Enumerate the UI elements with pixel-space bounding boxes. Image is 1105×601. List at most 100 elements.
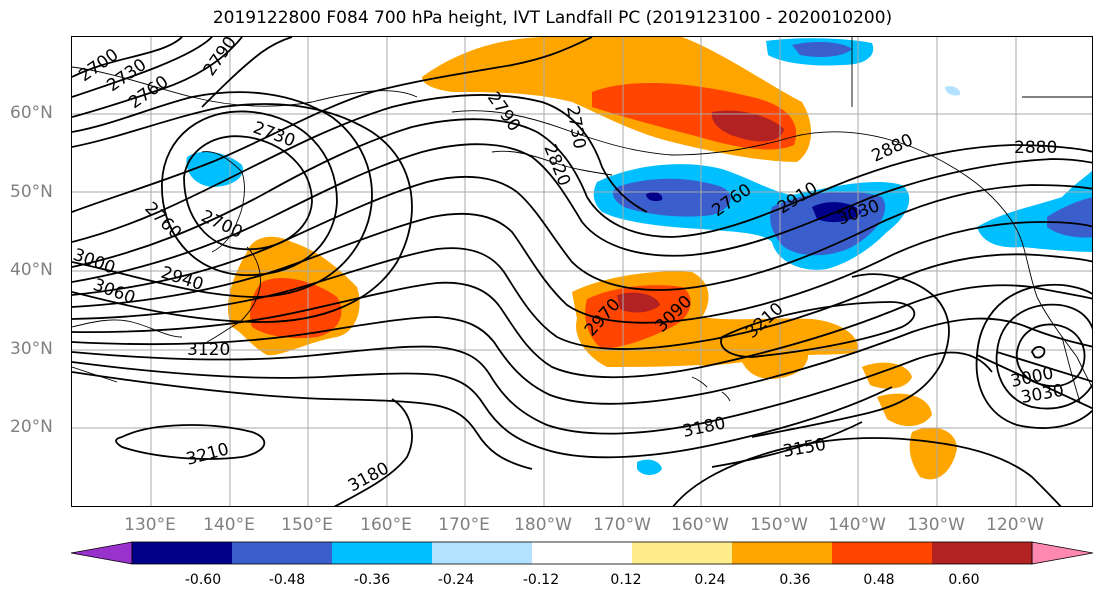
lon-label: 150°W	[750, 515, 808, 535]
colorbar-segment	[432, 542, 533, 564]
shade-darkred-north-pacific	[711, 110, 784, 142]
colorbar-segments	[71, 541, 1093, 565]
colorbar	[71, 541, 1093, 565]
colorbar-tick-label: -0.36	[353, 572, 391, 588]
contour-3120-main	[72, 371, 863, 470]
contour-2880-main	[72, 143, 1092, 283]
colorbar-segment	[132, 542, 233, 564]
lon-label: 130°W	[907, 515, 965, 535]
colorbar-tick-label: -0.60	[184, 572, 222, 588]
map-title: 2019122800 F084 700 hPa height, IVT Land…	[212, 8, 893, 28]
lat-label: 20°N	[10, 417, 53, 437]
colorbar-extend-low	[71, 541, 133, 565]
contour-3030-main	[72, 316, 1092, 405]
contour-label: 2940	[158, 263, 205, 295]
contour-3210-w	[115, 424, 266, 460]
lon-label: 120°W	[986, 515, 1044, 535]
contour-3000-main	[72, 281, 1092, 379]
coast-siberia	[72, 66, 418, 107]
colorbar-tick-label: 0.60	[948, 572, 980, 588]
contour-2760-nw	[72, 37, 243, 118]
contour-high-cal-3	[975, 283, 1092, 429]
contour-label: 2730	[562, 104, 589, 150]
shade-midblue-coast	[1047, 197, 1092, 238]
coast-japan	[206, 246, 261, 343]
map-panel: 2700 2730 2760 2790 2730 2760 2700 3000 …	[71, 36, 1093, 507]
colorbar-segment	[632, 542, 733, 564]
lat-label: 60°N	[10, 103, 53, 123]
colorbar-outline	[131, 541, 1033, 565]
contour-3090-main	[72, 361, 893, 459]
shade-red-central-pacific	[585, 285, 691, 349]
contour-high-cal-center	[1030, 345, 1046, 359]
colorbar-segment	[832, 542, 933, 564]
lon-label: 160°W	[671, 515, 729, 535]
shade-orange-small-1	[862, 362, 912, 389]
contour-2850-main	[72, 118, 1092, 268]
lon-label: 150°E	[281, 515, 333, 535]
colorbar-segment	[932, 542, 1033, 564]
contour-2700-nw	[72, 37, 183, 78]
lon-label: 160°E	[360, 515, 412, 535]
lat-label: 50°N	[10, 182, 53, 202]
colorbar-extend-high	[1031, 541, 1093, 565]
contour-label: 3180	[681, 413, 727, 442]
contour-label: 2790	[483, 88, 524, 135]
lon-label: 130°E	[124, 515, 176, 535]
ivt-positive-shading	[227, 37, 957, 480]
contour-low-kamchatka-1	[183, 135, 313, 251]
coast-baja	[1061, 336, 1081, 403]
colorbar-tick-label: 0.12	[610, 572, 642, 588]
coast-hawaii	[691, 376, 731, 402]
contour-3180	[333, 273, 950, 506]
contour-2730-nw	[72, 37, 213, 98]
contour-2910-main	[72, 175, 1092, 296]
contour-2940-main	[72, 212, 1092, 324]
colorbar-tick-label: 0.24	[694, 572, 726, 588]
shade-navy-west	[646, 192, 663, 202]
contour-2970-main	[72, 247, 1092, 350]
contour-high-cal-2	[995, 303, 1092, 410]
lon-label: 140°E	[203, 515, 255, 535]
ivt-negative-shading	[186, 38, 1092, 475]
shade-orange-small-2	[877, 393, 932, 427]
canada-border	[851, 37, 1092, 107]
shade-orange-small-3	[909, 427, 957, 480]
lon-label: 180°W	[514, 515, 572, 535]
colorbar-tick-label: -0.48	[268, 572, 306, 588]
colorbar-segment	[732, 542, 833, 564]
lon-label: 140°W	[828, 515, 886, 535]
lon-label: 170°E	[438, 515, 490, 535]
map-plot: 2700 2730 2760 2790 2730 2760 2700 3000 …	[72, 37, 1092, 506]
colorbar-tick-label: -0.12	[522, 572, 560, 588]
contour-label: 3180	[345, 458, 393, 496]
colorbar-segment	[232, 542, 333, 564]
shade-blue-small-ne	[945, 86, 961, 96]
contour-3150	[672, 437, 1062, 506]
shade-red-japan	[250, 277, 342, 339]
lat-label: 30°N	[10, 339, 53, 359]
lon-label: 170°W	[593, 515, 651, 535]
shade-darkred-central-pacific	[617, 292, 660, 313]
coast-alaska	[451, 110, 993, 198]
contour-3060-main	[72, 345, 993, 435]
contour-3210-c	[720, 301, 916, 358]
contour-2760-kam	[72, 103, 413, 323]
contour-2730-kam	[72, 91, 373, 298]
contour-2820-main	[72, 94, 648, 243]
lat-label: 40°N	[10, 260, 53, 280]
shade-midblue-top	[792, 41, 852, 57]
contour-label: 3000	[72, 245, 118, 279]
graticule	[72, 37, 1092, 506]
contour-label: 2700	[198, 206, 246, 242]
contour-label: 2820	[539, 141, 574, 189]
colorbar-tick-label: 0.36	[779, 572, 811, 588]
shade-blue-small-south	[637, 459, 662, 475]
contour-2790-main	[72, 37, 593, 213]
colorbar-segment	[532, 542, 633, 564]
colorbar-tick-label: 0.48	[863, 572, 895, 588]
contour-label: 3120	[187, 340, 230, 360]
coast-aleutians	[491, 150, 613, 176]
contour-2790-nw	[201, 37, 293, 108]
contour-label: 2880	[1014, 138, 1057, 158]
